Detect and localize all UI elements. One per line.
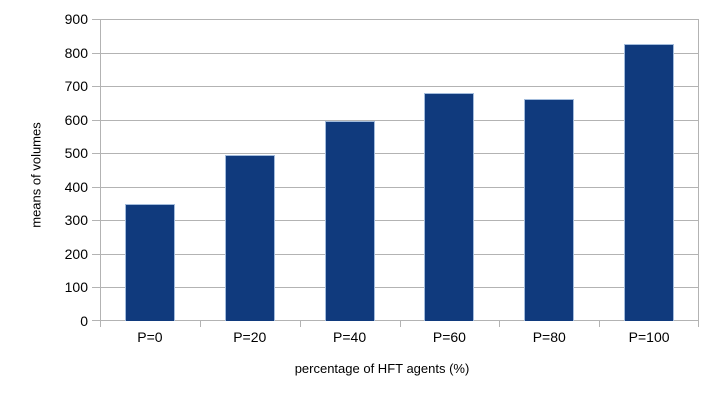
gridline-y-300 [100, 220, 699, 222]
x-tick-label: P=0 [137, 329, 163, 345]
y-tick-label: 0 [80, 313, 88, 329]
y-tick-label: 100 [64, 279, 88, 296]
x-axis-tick [300, 321, 301, 327]
gridline-y-700 [100, 86, 699, 88]
gridline-y-100 [100, 287, 699, 289]
x-tick-label: P=40 [333, 329, 367, 345]
gridline-y-900 [100, 19, 699, 20]
gridline-y-600 [100, 119, 699, 121]
x-axis-tick [698, 321, 699, 327]
bar-P-0 [124, 203, 175, 321]
x-axis-title: percentage of HFT agents (%) [294, 361, 470, 376]
y-tick-label: 600 [64, 111, 88, 128]
bar-P-60 [424, 93, 475, 321]
x-tick-label: P=60 [432, 329, 466, 345]
y-axis-tick [92, 220, 100, 222]
y-tick-label: 400 [64, 178, 88, 195]
y-tick-label: 800 [64, 44, 88, 61]
gridline-y-200 [100, 253, 699, 255]
y-axis-tick [92, 253, 100, 255]
y-axis-tick [92, 320, 100, 321]
y-axis-tick [92, 86, 100, 88]
gridline-y-500 [100, 153, 699, 155]
y-axis-tick [92, 119, 100, 121]
gridline-y-400 [100, 186, 699, 188]
x-axis-tick [499, 321, 500, 327]
plot-area [92, 19, 699, 327]
x-tick-label: P=80 [532, 329, 566, 345]
y-axis-tick [92, 52, 100, 54]
x-axis-tick [100, 321, 101, 327]
bar-P-20 [224, 155, 275, 321]
y-axis-tick [92, 153, 100, 155]
y-axis-tick [92, 287, 100, 289]
y-tick-label: 500 [64, 145, 88, 162]
gridline-y-800 [100, 52, 699, 54]
y-axis-line [100, 19, 101, 321]
bar-P-40 [324, 120, 375, 321]
y-tick-label: 700 [64, 78, 88, 95]
plot-right-border [698, 19, 699, 321]
y-axis-tick [92, 186, 100, 188]
x-tick-label: P=100 [628, 329, 670, 345]
y-tick-label: 200 [64, 245, 88, 262]
gridline-y-0 [100, 320, 699, 321]
x-axis-tick [200, 321, 201, 327]
y-tick-label: 300 [64, 212, 88, 229]
bar-P-100 [624, 44, 675, 321]
y-tick-label: 900 [64, 11, 88, 27]
bar-P-80 [524, 98, 575, 321]
x-axis-tick [400, 321, 401, 327]
x-axis-tick [599, 321, 600, 327]
x-tick-label: P=20 [233, 329, 267, 345]
y-axis-tick [92, 19, 100, 20]
